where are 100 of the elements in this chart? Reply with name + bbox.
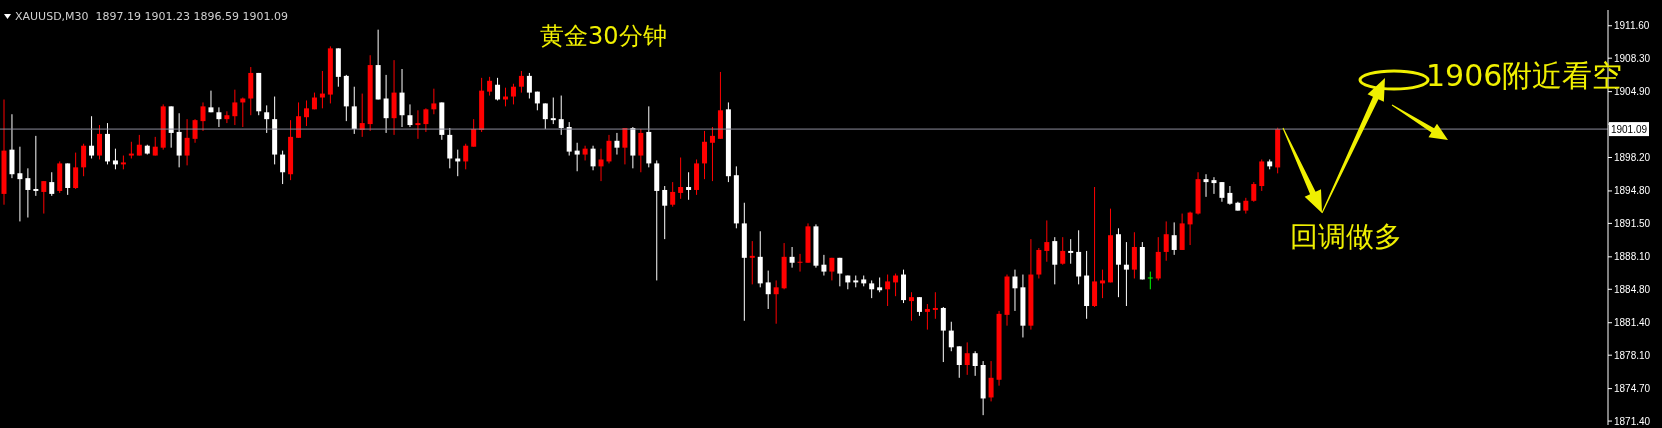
candlestick [670,181,676,208]
candlestick [81,143,87,177]
candlestick [972,350,978,377]
candlestick [837,257,843,287]
candlestick [582,145,588,161]
candlestick [399,68,405,128]
candlestick [709,126,715,182]
candlestick [510,83,516,105]
candlestick [765,270,771,310]
candlestick [988,360,994,402]
candlestick [216,106,222,128]
candlestick [1211,176,1217,195]
y-tick-label: 1884.80 [1614,283,1651,295]
y-tick-label: 1894.80 [1614,185,1651,197]
candlestick [495,77,501,101]
y-tick-label: 1911.60 [1614,20,1650,32]
candlestick [932,291,938,320]
candlestick [304,99,309,127]
candlestick [319,70,325,109]
candlestick [136,134,142,157]
annotation: 回调做多 [1290,219,1402,255]
candlestick [89,115,95,159]
candlestick [574,142,580,172]
candlestick [956,345,962,379]
candlestick [1068,238,1074,265]
candlestick [152,136,158,157]
candlestick [471,118,477,148]
candlestick [112,148,118,170]
candlestick [383,74,389,134]
candlestick [176,112,182,168]
candlestick [1044,219,1050,263]
candlestick [638,128,644,173]
candlestick [606,134,612,164]
candlestick [590,145,596,171]
candlestick [797,253,803,273]
candlestick [1052,236,1058,285]
candlestick [1163,220,1169,262]
candlestick [821,254,827,277]
candlestick [526,72,532,100]
candlestick [789,246,795,269]
candlestick [702,130,708,180]
candlestick [17,146,23,222]
candlestick [948,321,954,352]
candlestick [1131,231,1137,279]
candlestick [964,341,970,376]
candlestick [1060,236,1066,266]
candlestick [407,103,413,128]
candlestick [773,279,779,325]
chart-subtitle: XAUUSD,M30 1897.19 1901.23 1896.59 1901.09 [15,10,289,23]
candlestick [97,124,103,160]
candlestick [1100,269,1106,299]
candlestick [184,118,190,166]
candlestick [1203,173,1209,198]
candlestick [296,101,302,139]
candlestick [749,240,755,285]
candlestick [924,303,930,331]
candlestick [33,135,39,197]
candlestick [678,157,684,200]
candlestick [916,296,922,317]
y-tick-label: 1881.40 [1614,317,1651,329]
candlestick [447,127,453,169]
candlestick [1171,221,1177,256]
ref-line-label: 1901.09 [1610,124,1648,136]
candlestick [232,89,238,126]
candlestick [1251,181,1257,203]
y-tick-label: 1878.10 [1614,349,1651,361]
candlestick [622,127,628,165]
candlestick [1123,241,1129,307]
candlestick [415,109,421,140]
candlestick [1187,211,1193,246]
candlestick [351,86,357,135]
candlestick [662,185,668,240]
candlestick [423,107,429,133]
y-tick-label: 1904.90 [1614,86,1651,98]
y-tick-label: 1891.50 [1614,217,1651,229]
y-tick-label: 1908.30 [1614,52,1651,64]
candlestick [558,95,564,136]
candlestick [41,180,47,215]
candlestick [542,102,548,130]
candlestick [455,149,461,177]
candlestick [686,171,692,201]
candlestick [280,150,286,185]
candlestick [550,97,556,125]
candlestick [908,291,914,322]
candlestick [885,274,891,307]
text: 黄金30分钟 [540,21,667,52]
candlestick [224,110,230,124]
y-tick-label: 1874.70 [1614,383,1651,395]
y-tick-label: 1888.10 [1614,251,1651,263]
candlestick [73,152,79,190]
candlestick [614,132,620,156]
candlestick [264,104,270,134]
candlestick [200,101,206,132]
candlestick [25,167,31,218]
candlestick [1219,181,1225,203]
candlestick [1012,269,1018,312]
candlestick [1227,185,1233,206]
candlestick [431,88,437,115]
candlestick [487,76,493,97]
y-tick-label: 1871.40 [1614,415,1651,427]
